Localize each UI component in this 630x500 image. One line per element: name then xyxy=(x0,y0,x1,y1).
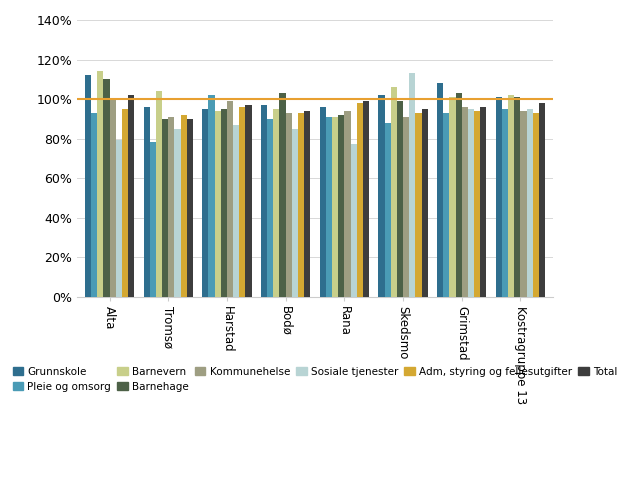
Bar xyxy=(116,140,122,296)
Bar xyxy=(85,76,91,296)
Bar xyxy=(168,117,175,296)
Bar xyxy=(233,124,239,296)
Bar xyxy=(462,107,468,296)
Bar xyxy=(338,115,345,296)
Bar xyxy=(319,107,326,296)
Bar xyxy=(391,87,397,296)
Bar xyxy=(397,101,403,296)
Bar xyxy=(363,101,369,296)
Bar xyxy=(527,109,533,296)
Bar xyxy=(209,95,215,296)
Bar xyxy=(502,109,508,296)
Bar xyxy=(91,113,97,296)
Bar xyxy=(514,97,520,296)
Bar xyxy=(181,115,186,296)
Bar xyxy=(480,107,486,296)
Bar xyxy=(267,119,273,296)
Bar xyxy=(128,95,134,296)
Bar xyxy=(379,95,384,296)
Bar xyxy=(350,144,357,296)
Bar xyxy=(345,111,350,296)
Bar xyxy=(110,99,116,296)
Bar xyxy=(103,80,110,296)
Bar xyxy=(326,117,332,296)
Bar xyxy=(304,111,311,296)
Bar xyxy=(357,103,363,296)
Bar xyxy=(415,113,421,296)
Bar xyxy=(144,107,150,296)
Bar xyxy=(175,128,181,296)
Bar xyxy=(150,142,156,296)
Bar xyxy=(280,93,285,296)
Bar xyxy=(496,97,502,296)
Bar xyxy=(186,119,193,296)
Bar xyxy=(455,93,462,296)
Bar xyxy=(298,113,304,296)
Bar xyxy=(239,107,246,296)
Bar xyxy=(273,109,280,296)
Bar xyxy=(520,111,527,296)
Bar xyxy=(437,83,444,296)
Bar xyxy=(292,128,298,296)
Legend: Grunnskole, Pleie og omsorg, Barnevern, Barnehage, Kommunehelse, Sosiale tjenest: Grunnskole, Pleie og omsorg, Barnevern, … xyxy=(9,362,621,396)
Bar xyxy=(215,111,220,296)
Bar xyxy=(97,72,103,296)
Bar xyxy=(421,109,428,296)
Bar xyxy=(403,117,410,296)
Bar xyxy=(285,113,292,296)
Bar xyxy=(410,74,415,296)
Bar xyxy=(227,101,233,296)
Bar xyxy=(122,109,128,296)
Bar xyxy=(261,105,267,296)
Bar xyxy=(246,105,251,296)
Bar xyxy=(468,109,474,296)
Bar xyxy=(444,113,449,296)
Bar xyxy=(162,119,168,296)
Bar xyxy=(220,109,227,296)
Bar xyxy=(474,111,480,296)
Bar xyxy=(332,117,338,296)
Bar xyxy=(449,97,455,296)
Bar xyxy=(384,122,391,296)
Bar xyxy=(539,103,545,296)
Bar xyxy=(508,95,514,296)
Bar xyxy=(156,91,162,296)
Bar xyxy=(533,113,539,296)
Bar xyxy=(202,109,209,296)
